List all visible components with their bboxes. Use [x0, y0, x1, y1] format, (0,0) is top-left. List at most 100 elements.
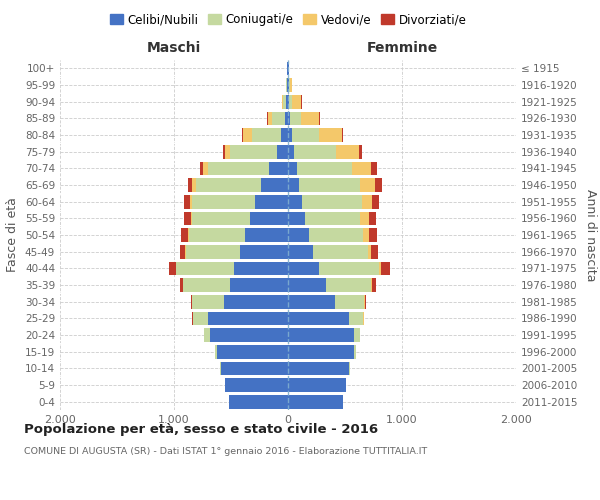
Bar [290, 78, 292, 92]
Bar [191, 295, 288, 308]
Bar [176, 262, 288, 275]
Bar [188, 228, 288, 242]
Bar [288, 395, 343, 408]
Bar [268, 112, 288, 125]
Y-axis label: Anni di nascita: Anni di nascita [584, 188, 597, 281]
Bar [189, 228, 288, 242]
Bar [215, 345, 288, 358]
Bar [230, 145, 288, 158]
Text: COMUNE DI AUGUSTA (SR) - Dati ISTAT 1° gennaio 2016 - Elaborazione TUTTITALIA.IT: COMUNE DI AUGUSTA (SR) - Dati ISTAT 1° g… [24, 448, 427, 456]
Bar [220, 362, 288, 375]
Bar [183, 278, 288, 292]
Bar [288, 178, 299, 192]
Bar [169, 262, 288, 275]
Bar [290, 112, 301, 125]
Bar [223, 145, 288, 158]
Bar [181, 228, 288, 242]
Bar [341, 128, 343, 142]
Bar [289, 95, 292, 108]
Bar [305, 212, 361, 225]
Bar [288, 345, 353, 358]
Bar [224, 295, 288, 308]
Bar [352, 162, 371, 175]
Bar [208, 312, 288, 325]
Bar [369, 212, 376, 225]
Bar [176, 262, 288, 275]
Bar [192, 212, 288, 225]
Bar [301, 112, 319, 125]
Y-axis label: Fasce di età: Fasce di età [7, 198, 19, 272]
Bar [225, 378, 288, 392]
Bar [243, 128, 288, 142]
Bar [235, 262, 288, 275]
Bar [188, 178, 288, 192]
Bar [296, 162, 352, 175]
Bar [281, 128, 288, 142]
Bar [294, 145, 337, 158]
Bar [180, 245, 288, 258]
Bar [229, 395, 288, 408]
Bar [181, 278, 288, 292]
Bar [193, 312, 288, 325]
Bar [230, 278, 288, 292]
Bar [371, 162, 377, 175]
Bar [220, 362, 288, 375]
Bar [251, 128, 288, 142]
Bar [337, 145, 359, 158]
Bar [362, 228, 369, 242]
Text: Popolazione per età, sesso e stato civile - 2016: Popolazione per età, sesso e stato civil… [24, 422, 378, 436]
Bar [182, 278, 288, 292]
Bar [379, 262, 380, 275]
Bar [185, 245, 288, 258]
Bar [288, 295, 335, 308]
Bar [282, 95, 288, 108]
Bar [368, 245, 371, 258]
Bar [286, 78, 288, 92]
Bar [255, 195, 288, 208]
Bar [288, 95, 289, 108]
Bar [371, 278, 373, 292]
Bar [283, 95, 288, 108]
Bar [299, 178, 360, 192]
Bar [319, 262, 379, 275]
Bar [225, 378, 288, 392]
Bar [362, 195, 373, 208]
Bar [225, 145, 288, 158]
Bar [203, 328, 288, 342]
Bar [288, 128, 292, 142]
Bar [203, 162, 288, 175]
Bar [302, 195, 362, 208]
Bar [365, 295, 367, 308]
Bar [225, 378, 288, 392]
Bar [288, 262, 319, 275]
Bar [272, 112, 288, 125]
Bar [191, 295, 288, 308]
Bar [369, 228, 377, 242]
Bar [288, 312, 349, 325]
Bar [215, 345, 288, 358]
Bar [242, 128, 288, 142]
Bar [319, 112, 320, 125]
Bar [240, 245, 288, 258]
Bar [286, 95, 288, 108]
Bar [200, 162, 288, 175]
Bar [286, 78, 288, 92]
Bar [361, 212, 369, 225]
Bar [373, 278, 376, 292]
Bar [288, 145, 294, 158]
Bar [203, 328, 288, 342]
Bar [380, 262, 389, 275]
Bar [184, 195, 288, 208]
Bar [225, 378, 288, 392]
Bar [288, 228, 309, 242]
Bar [284, 112, 288, 125]
Bar [208, 162, 288, 175]
Bar [203, 328, 288, 342]
Bar [353, 328, 361, 342]
Bar [220, 362, 288, 375]
Bar [286, 78, 288, 92]
Bar [193, 178, 288, 192]
Bar [335, 295, 364, 308]
Bar [245, 228, 288, 242]
Bar [229, 395, 288, 408]
